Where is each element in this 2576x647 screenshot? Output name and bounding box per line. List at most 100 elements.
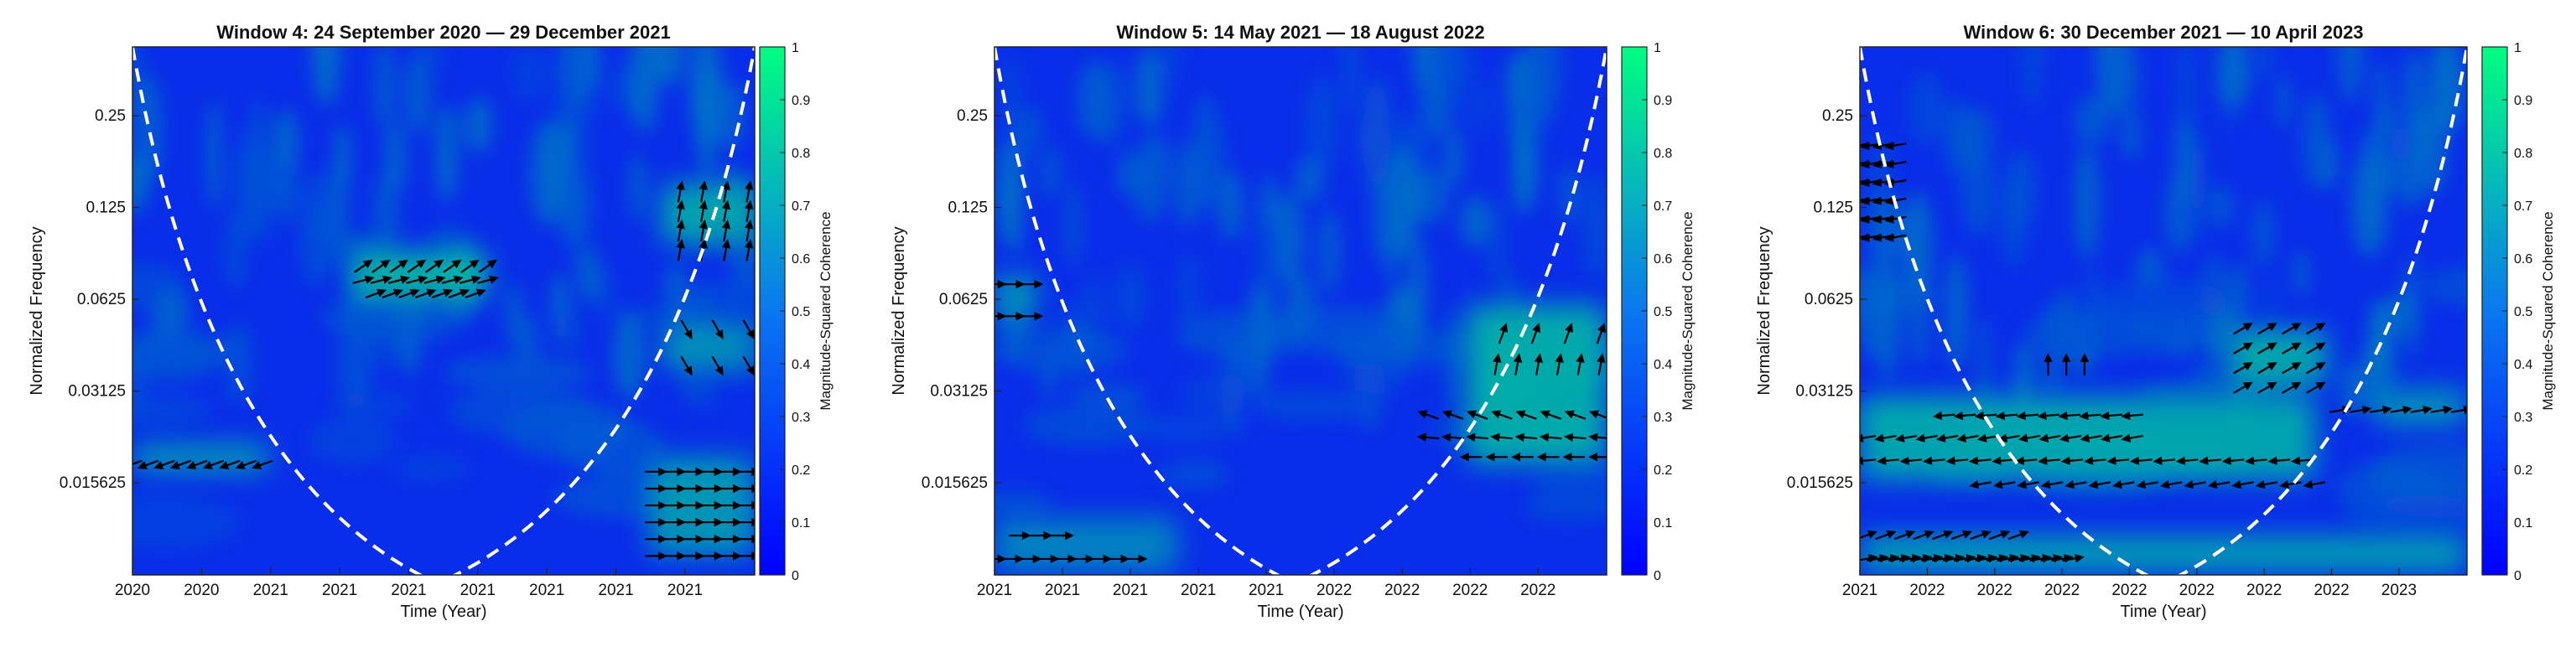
coherence-blob: [432, 108, 464, 153]
coherence-blob: [271, 113, 287, 215]
phase-arrow: [2267, 456, 2291, 466]
phase-arrow: [365, 288, 387, 299]
coherence-blob: [1164, 47, 1181, 81]
phase-arrow: [1913, 530, 1935, 541]
coherence-blob: [1295, 156, 1325, 203]
phase-arrow: [2233, 362, 2253, 375]
colorbar-tick-label: 0.4: [1654, 358, 1672, 372]
phase-arrow: [1894, 433, 1918, 443]
phase-arrow: [676, 199, 685, 222]
phase-arrow: [1498, 323, 1509, 344]
axes-frame: [994, 46, 1607, 576]
chart-title: Window 6: 30 December 2021 — 10 April 20…: [1963, 22, 2363, 43]
phase-arrow: [1019, 554, 1042, 564]
phase-arrow: [2062, 554, 2085, 563]
coherence-blob: [553, 308, 583, 352]
phase-arrow: [1107, 554, 1130, 564]
phase-arrow: [1877, 456, 1899, 466]
x-tick-label: 2022: [2179, 582, 2215, 599]
coherence-blob: [596, 272, 616, 320]
y-tick-label: 0.0625: [939, 291, 988, 308]
x-tick-label: 2021: [1113, 582, 1148, 599]
phase-arrow: [719, 500, 742, 510]
x-tick-label: 2022: [1909, 582, 1945, 599]
x-tick-label: 2023: [2381, 582, 2417, 599]
phase-arrow: [1036, 554, 1060, 564]
phase-arrow: [2044, 353, 2053, 375]
coherence-blob: [652, 47, 684, 86]
coherence-blob: [132, 494, 241, 549]
coherence-blob: [695, 70, 719, 177]
coherence-blob: [2386, 290, 2420, 338]
colorbar-tick-label: 1: [1654, 41, 1661, 55]
phase-arrow: [423, 275, 446, 284]
phase-arrow: [2221, 456, 2245, 466]
x-tick-label: 2022: [2246, 582, 2282, 599]
coherence-blob: [693, 367, 717, 411]
phase-arrow: [1576, 353, 1585, 375]
coherence-blob: [2177, 47, 2196, 137]
phase-arrow: [1441, 432, 1464, 443]
phase-arrow: [1932, 411, 1955, 421]
phase-arrow: [1893, 530, 1916, 541]
phase-arrow: [645, 500, 667, 510]
phase-arrow: [2233, 381, 2253, 394]
phase-arrow: [1564, 432, 1587, 443]
coherence-blob: [1256, 390, 1363, 422]
x-tick-label: 2021: [667, 582, 703, 599]
phase-arrow: [2038, 456, 2060, 466]
coherence-blob: [2360, 125, 2381, 199]
phase-arrow: [1884, 215, 1907, 224]
phase-arrow: [701, 551, 724, 561]
phase-arrow: [1562, 453, 1586, 462]
coherence-blob: [504, 283, 524, 343]
phase-arrow: [2306, 323, 2326, 335]
phase-arrow: [719, 517, 742, 527]
coherence-blob: [1583, 173, 1607, 279]
phase-arrow: [645, 484, 667, 494]
coherence-blob: [335, 123, 351, 189]
coherence-blob: [1909, 72, 1945, 145]
phase-arrow: [1539, 432, 1562, 443]
coherence-blob: [1460, 195, 1490, 247]
phase-arrows: [995, 279, 1607, 564]
coherence-blob: [1088, 61, 1126, 144]
coherence-blob: [2012, 340, 2036, 411]
phase-arrow: [1021, 279, 1044, 289]
phase-arrow: [1534, 353, 1544, 375]
coherence-blob: [718, 80, 745, 150]
coherence-blob: [1069, 383, 1147, 410]
phase-arrow: [2257, 342, 2277, 355]
coherence-blob: [1385, 146, 1420, 258]
phase-arrow: [1992, 456, 2014, 466]
x-tick-label: 2022: [2111, 582, 2147, 599]
phase-arrow: [2088, 479, 2111, 489]
coherence-blob: [1156, 132, 1170, 184]
phase-arrow: [1002, 312, 1026, 321]
phase-arrow: [431, 288, 454, 299]
phase-arrow: [2060, 456, 2084, 466]
coherence-blob: [529, 120, 564, 226]
phase-arrow: [388, 275, 410, 284]
coherence-blob: [1260, 173, 1277, 229]
phase-arrow: [2199, 456, 2221, 466]
colorbar-tick-label: 0.5: [2514, 305, 2532, 319]
coherence-blob: [466, 97, 492, 154]
phase-arrow: [719, 551, 742, 561]
coherence-blob: [558, 163, 593, 249]
coherence-blob: [323, 291, 470, 341]
phase-arrow: [701, 484, 724, 494]
phase-arrow: [1884, 141, 1907, 151]
coherence-blob: [2074, 96, 2111, 144]
x-axis-label: Time (Year): [1258, 603, 1344, 621]
phase-arrow: [680, 355, 693, 376]
phase-arrow: [1597, 353, 1606, 375]
phase-arrow: [2018, 433, 2041, 443]
phase-arrow: [2245, 456, 2267, 466]
phase-arrow: [1441, 410, 1464, 420]
phase-arrow: [699, 199, 708, 222]
phase-arrow: [1491, 410, 1513, 420]
phase-arrow: [1054, 554, 1078, 564]
coherence-blob: [512, 47, 547, 102]
